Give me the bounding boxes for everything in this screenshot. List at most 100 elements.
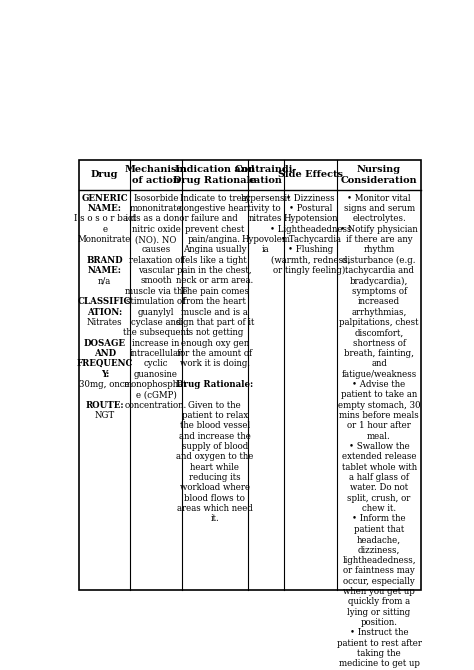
Text: blood flows to: blood flows to [184,494,245,502]
Text: e: e [102,224,107,234]
Text: Mechanism
of action: Mechanism of action [125,165,187,185]
Text: I s o s o r b i d: I s o s o r b i d [73,214,136,223]
Text: hypersensit: hypersensit [241,194,291,203]
Text: and: and [371,359,387,368]
Text: n/a: n/a [98,277,111,285]
Text: Y:: Y: [100,370,109,379]
Text: Indication and
Drug Rationale: Indication and Drug Rationale [173,165,256,185]
Text: patient to relax: patient to relax [182,411,248,420]
Text: • Inform the: • Inform the [352,515,406,523]
Text: increased: increased [358,297,400,306]
Text: nitric oxide: nitric oxide [132,224,181,234]
Text: pain in the chest,: pain in the chest, [177,266,252,275]
Text: or 1 hour after: or 1 hour after [347,421,411,430]
Text: headache,: headache, [357,535,401,544]
Text: fels like a tight: fels like a tight [182,256,247,265]
Text: areas which need: areas which need [177,504,253,513]
Text: enough oxy gen: enough oxy gen [181,338,249,348]
Text: • Swallow the: • Swallow the [349,442,410,451]
Text: ATION:: ATION: [87,308,122,316]
Text: lying or sitting: lying or sitting [347,608,410,616]
Text: • Monitor vital: • Monitor vital [347,194,411,203]
Text: acts as a donor: acts as a donor [123,214,189,223]
Text: mins before meals: mins before meals [339,411,419,420]
Text: for the amount of: for the amount of [177,349,252,358]
Text: ivity to: ivity to [251,204,281,213]
Text: Contraindi-
cation: Contraindi- cation [235,165,297,185]
Text: chew it.: chew it. [362,504,396,513]
Text: patient to take an: patient to take an [341,391,417,399]
Text: • Tachycardia: • Tachycardia [281,235,341,244]
Text: monophosphat: monophosphat [124,380,188,389]
Text: • Notify physician: • Notify physician [340,224,418,234]
Text: GENERIC: GENERIC [82,194,128,203]
Text: • Postural: • Postural [289,204,332,213]
Text: Angina usually: Angina usually [183,245,246,255]
Text: medicine to get up: medicine to get up [338,659,419,669]
Text: muscle and is a: muscle and is a [181,308,248,316]
Text: occur, especially: occur, especially [343,577,415,586]
Text: symptoms of: symptoms of [352,287,407,296]
Text: relaxation of: relaxation of [129,256,183,265]
Text: guanylyl: guanylyl [138,308,174,316]
Text: Isosorbide: Isosorbide [133,194,179,203]
Text: The pain comes: The pain comes [181,287,249,296]
Text: the subsequent: the subsequent [123,328,189,337]
Text: supply of blood: supply of blood [182,442,248,451]
Text: FREQUENC: FREQUENC [76,359,133,368]
Text: • Flushing: • Flushing [288,245,333,255]
Text: • Lightheadedness: • Lightheadedness [270,224,351,234]
Text: NAME:: NAME: [88,204,122,213]
Text: Nitrates: Nitrates [87,318,123,327]
Text: workload where: workload where [180,484,250,492]
Text: • Instruct the: • Instruct the [350,628,409,637]
Text: prevent chest: prevent chest [185,224,245,234]
Text: tablet whole with: tablet whole with [341,463,417,472]
Text: or tingly feeling).: or tingly feeling). [273,266,348,275]
Text: Side Effects: Side Effects [278,170,343,180]
Text: cyclase and: cyclase and [131,318,181,327]
Text: nitrates: nitrates [249,214,283,223]
Bar [80,160,421,590]
Text: mononitrate: mononitrate [129,204,182,213]
Text: Drug Rationale:: Drug Rationale: [176,380,254,389]
Text: shortness of: shortness of [353,338,406,348]
Text: Hypovolem: Hypovolem [241,235,290,244]
Text: quickly from a: quickly from a [348,597,410,606]
Text: (warmth, redness,: (warmth, redness, [271,256,350,265]
Text: Mononitrate: Mononitrate [78,235,131,244]
Text: • Dizziness: • Dizziness [286,194,335,203]
Text: fatigue/weakness: fatigue/weakness [341,370,417,379]
Text: empty stomach, 30: empty stomach, 30 [338,401,420,409]
Text: sign that part of it: sign that part of it [175,318,254,327]
Text: position.: position. [361,618,398,627]
Text: Indicate to treat: Indicate to treat [180,194,250,203]
Text: signs and serum: signs and serum [344,204,415,213]
Text: breath, fainting,: breath, fainting, [344,349,414,358]
Text: palpitations, chest: palpitations, chest [339,318,419,327]
Text: stimulation of: stimulation of [127,297,186,306]
Text: reducing its: reducing its [189,473,240,482]
Text: meal.: meal. [367,431,391,441]
Text: and increase the: and increase the [179,431,251,441]
Text: if there are any: if there are any [346,235,412,244]
Text: Hypotension: Hypotension [283,214,338,223]
Text: intracellular: intracellular [129,349,182,358]
Text: a half glass of: a half glass of [349,473,409,482]
Text: electrolytes.: electrolytes. [352,214,406,223]
Text: smooth: smooth [140,277,172,285]
Text: increase in: increase in [132,338,180,348]
Text: dizziness,: dizziness, [358,545,400,555]
Text: • Advise the: • Advise the [353,380,406,389]
Text: ROUTE:: ROUTE: [85,401,124,409]
Text: concentration.: concentration. [125,401,187,409]
Text: split, crush, or: split, crush, or [347,494,411,502]
Text: AND: AND [94,349,116,358]
Text: cyclic: cyclic [144,359,168,368]
Text: or faintness may: or faintness may [343,566,415,576]
Text: Nursing
Consideration: Nursing Consideration [341,165,418,185]
Text: Given to the: Given to the [188,401,241,409]
Text: e (cGMP): e (cGMP) [136,391,176,399]
Text: disturbance (e.g.: disturbance (e.g. [342,256,416,265]
Text: Drug: Drug [91,170,118,180]
